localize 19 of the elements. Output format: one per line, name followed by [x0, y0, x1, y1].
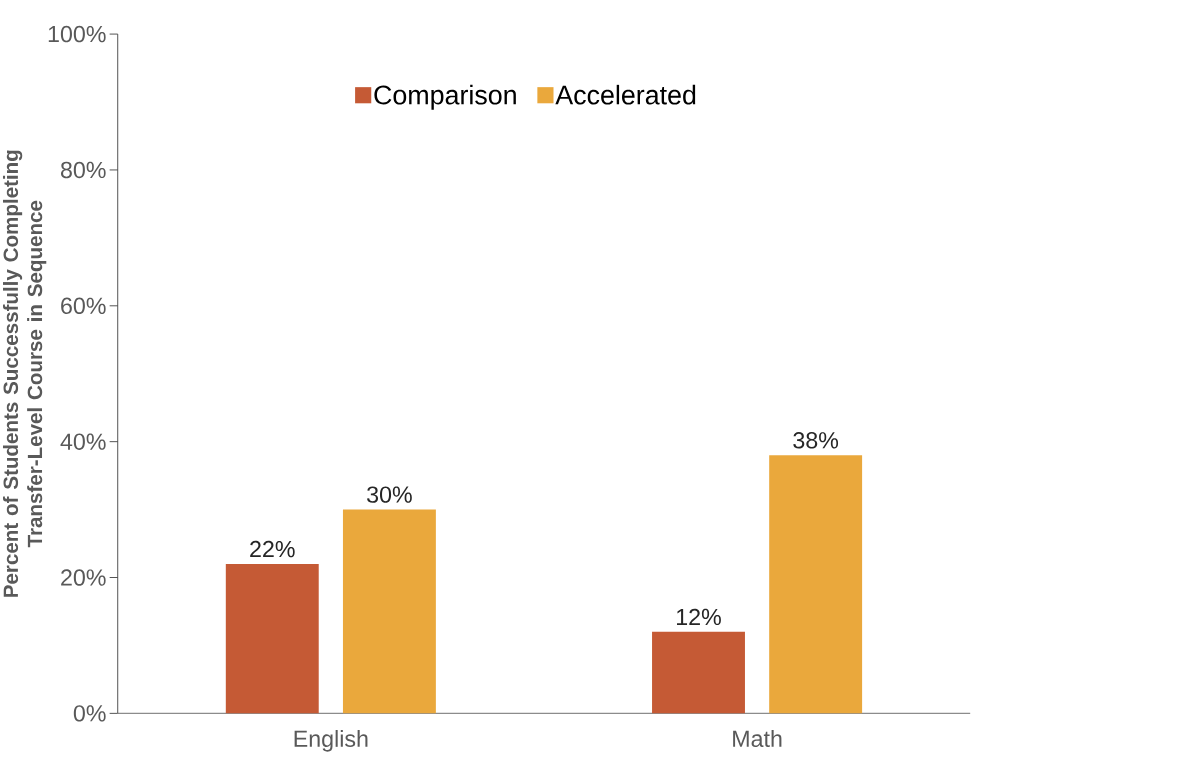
y-tick-label: 40%	[60, 433, 106, 451]
bar	[342, 509, 436, 714]
data-label: 22%	[250, 541, 295, 558]
x-tick-label: Math	[733, 730, 782, 748]
y-tick-label: 80%	[60, 161, 106, 179]
bar	[652, 632, 745, 714]
y-axis-title: Percent of Students Successfully Completing Transfer-Level Course in Sequence	[2, 150, 47, 598]
legend-label: Accelerated	[555, 85, 696, 105]
data-label: 30%	[367, 486, 412, 504]
x-tick-label: English	[294, 730, 368, 752]
data-label: 38%	[793, 432, 839, 449]
bar	[225, 564, 319, 714]
y-tick-label: 0%	[73, 705, 106, 722]
legend-label: Comparison	[374, 85, 516, 111]
data-label: 12%	[677, 608, 721, 626]
bar	[769, 455, 863, 714]
y-tick-label: 60%	[61, 297, 106, 315]
y-tick-label: 100%	[48, 26, 106, 43]
y-tick-label: 20%	[61, 569, 106, 586]
